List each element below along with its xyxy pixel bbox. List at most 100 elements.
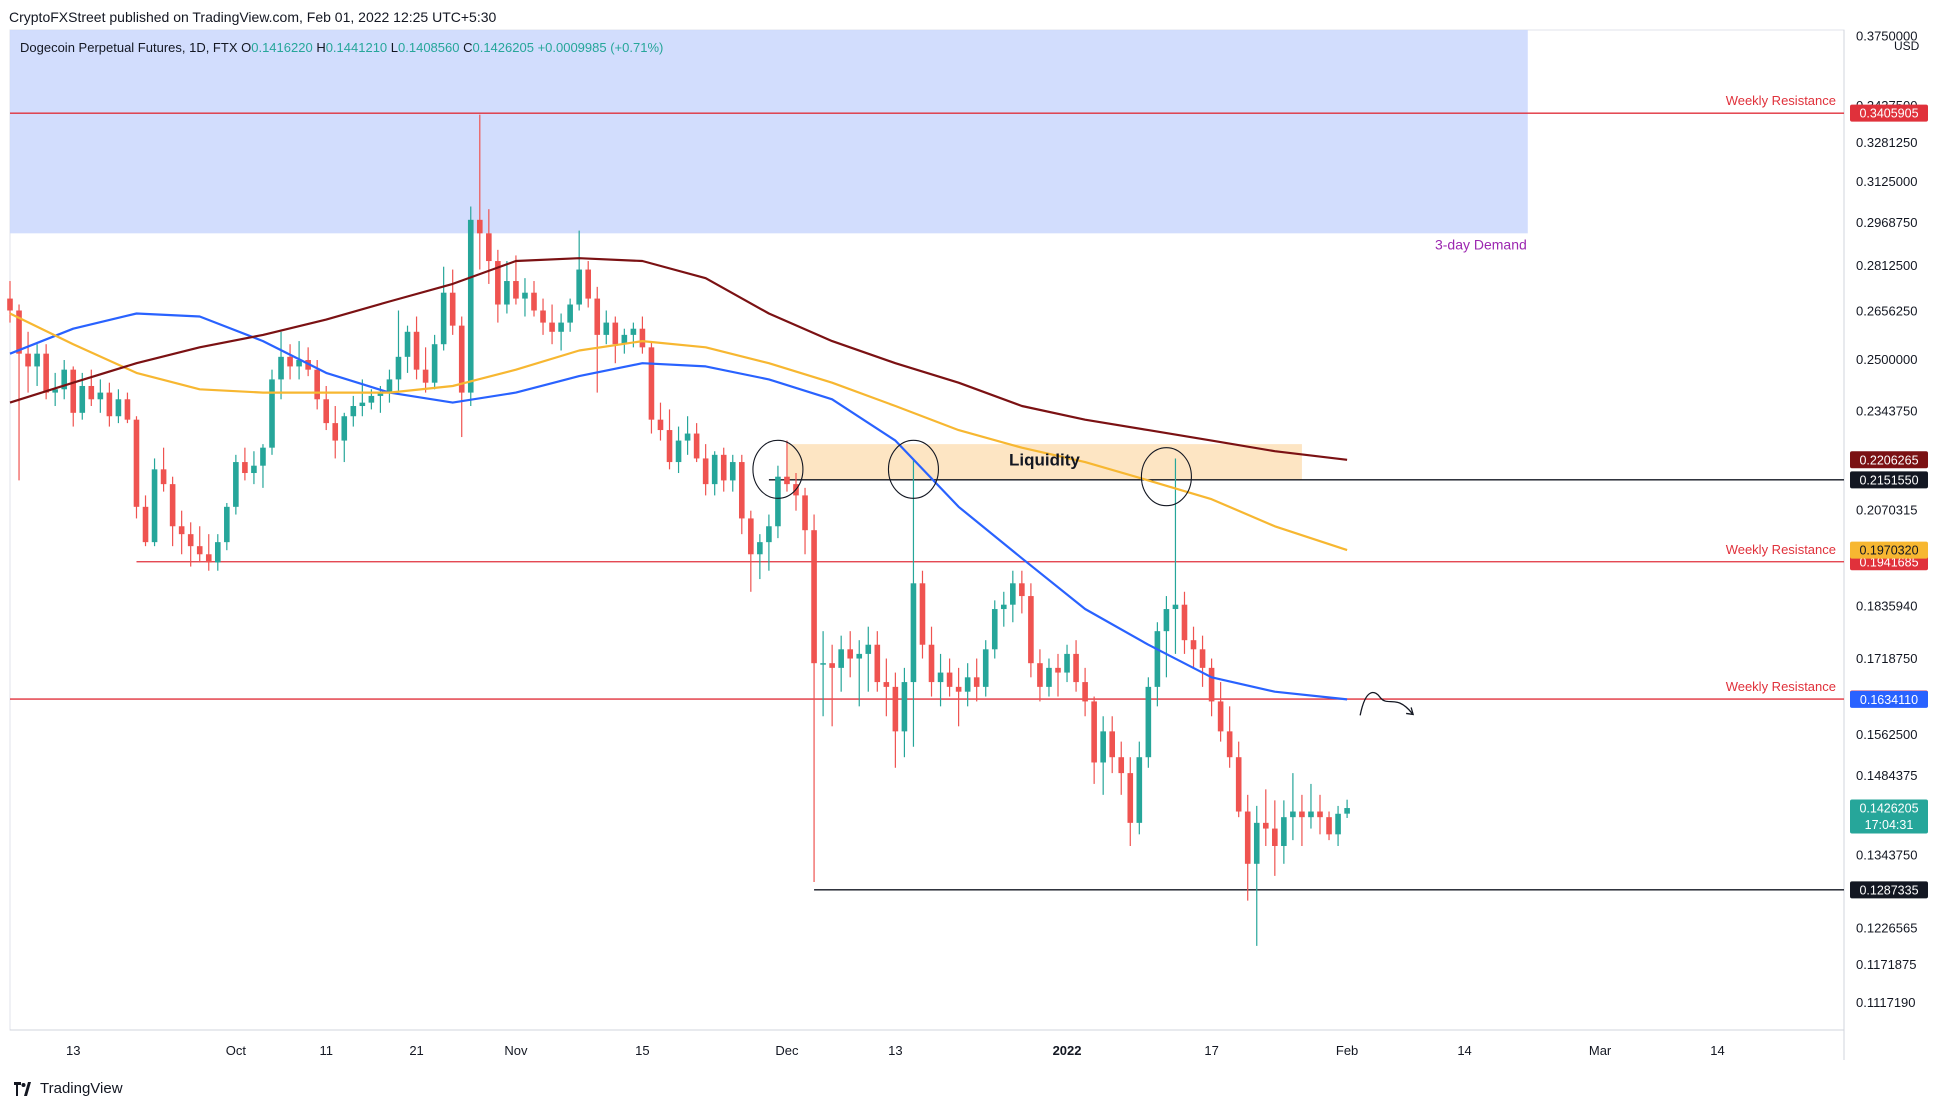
y-tick-label: 0.2070315 [1856, 503, 1917, 518]
candle [1190, 626, 1197, 668]
candle [7, 281, 13, 323]
candle [982, 640, 989, 697]
candle [720, 447, 727, 492]
x-tick-label: Oct [226, 1043, 247, 1058]
liquidity-zone [786, 444, 1302, 480]
candle-body [1109, 731, 1116, 758]
candle-body [431, 344, 438, 383]
y-tick-label: 0.1562500 [1856, 727, 1917, 742]
candle-body [720, 454, 727, 481]
candle-body [178, 526, 185, 535]
candle [1010, 570, 1016, 623]
candle-body [964, 677, 971, 692]
candle-body [467, 219, 474, 393]
candle-body [1100, 731, 1106, 763]
candle-body [973, 677, 980, 687]
candle [495, 249, 501, 323]
candle [802, 487, 808, 555]
candle [278, 331, 284, 400]
candle [386, 369, 393, 403]
candle-body [666, 430, 673, 463]
candle-body [151, 469, 158, 543]
candle-body [233, 462, 239, 507]
candle [883, 658, 890, 717]
candle [251, 451, 257, 485]
candle [34, 344, 40, 386]
candle-body [874, 644, 881, 683]
y-tick-label: 0.1835940 [1856, 598, 1917, 613]
price-tag-text: 0.2206265 [1859, 453, 1918, 467]
candle [576, 230, 582, 311]
candle-body [1046, 667, 1052, 687]
candle [991, 600, 998, 659]
candle-body [802, 495, 808, 531]
candle-body [1326, 817, 1332, 835]
candle [838, 635, 844, 692]
candle-body [576, 269, 582, 305]
level-price-tag [1850, 104, 1928, 122]
candle-body [748, 518, 754, 555]
candle [269, 369, 275, 455]
candle [422, 347, 429, 393]
level-label: Weekly Resistance [1726, 679, 1836, 694]
candle [214, 534, 221, 571]
candle [522, 278, 528, 317]
candle [594, 286, 601, 393]
candle-body [540, 310, 546, 323]
projection-arrow [1359, 691, 1413, 716]
candle [531, 281, 537, 317]
candle [106, 382, 113, 427]
candle [70, 366, 77, 427]
price-tag [1850, 451, 1928, 469]
candle [431, 334, 438, 390]
candle [964, 663, 971, 707]
candle [196, 526, 203, 563]
candle-body [440, 292, 447, 345]
candle-body [395, 356, 402, 380]
candle [946, 658, 953, 697]
candle [757, 534, 763, 580]
candle [973, 658, 980, 702]
y-tick-label: 0.1117190 [1856, 995, 1916, 1010]
candle [242, 447, 248, 481]
candle [1244, 794, 1251, 901]
level-price-tag [1850, 471, 1928, 489]
candle-body [160, 469, 167, 485]
demand-zone [10, 30, 1528, 234]
candle-body [910, 583, 917, 683]
candle-body [630, 328, 637, 335]
candle-body [323, 399, 330, 424]
candle-body [1163, 609, 1170, 632]
candle-body [1145, 686, 1152, 758]
candle-body [458, 325, 465, 393]
candle [413, 316, 420, 380]
candle [1046, 658, 1052, 697]
candle [440, 266, 447, 351]
candle-body [1073, 653, 1079, 683]
candle-body [1299, 811, 1305, 818]
x-tick-label: Mar [1589, 1043, 1612, 1058]
candle-body [775, 476, 781, 527]
candle [1326, 811, 1332, 841]
candle [1199, 635, 1206, 687]
candle [1019, 570, 1025, 614]
candle-body [1055, 667, 1061, 673]
candle-body [1217, 701, 1224, 732]
price-tag-text: 0.1970320 [1859, 544, 1918, 558]
candle [233, 454, 239, 515]
candle-body [25, 353, 31, 367]
candle [1082, 667, 1088, 717]
candle-body [811, 530, 817, 664]
candle-body [603, 322, 610, 335]
price-tag [1850, 690, 1928, 708]
candle-body [7, 298, 13, 311]
candle-body [955, 686, 962, 692]
candle-body [61, 369, 68, 390]
candle-body [368, 395, 375, 403]
sma-blue-line [9, 312, 1348, 701]
x-tick-label: 15 [635, 1043, 649, 1058]
candle-body [377, 392, 384, 396]
candle [847, 631, 854, 678]
tradingview-brand[interactable]: TradingView [12, 1080, 123, 1097]
